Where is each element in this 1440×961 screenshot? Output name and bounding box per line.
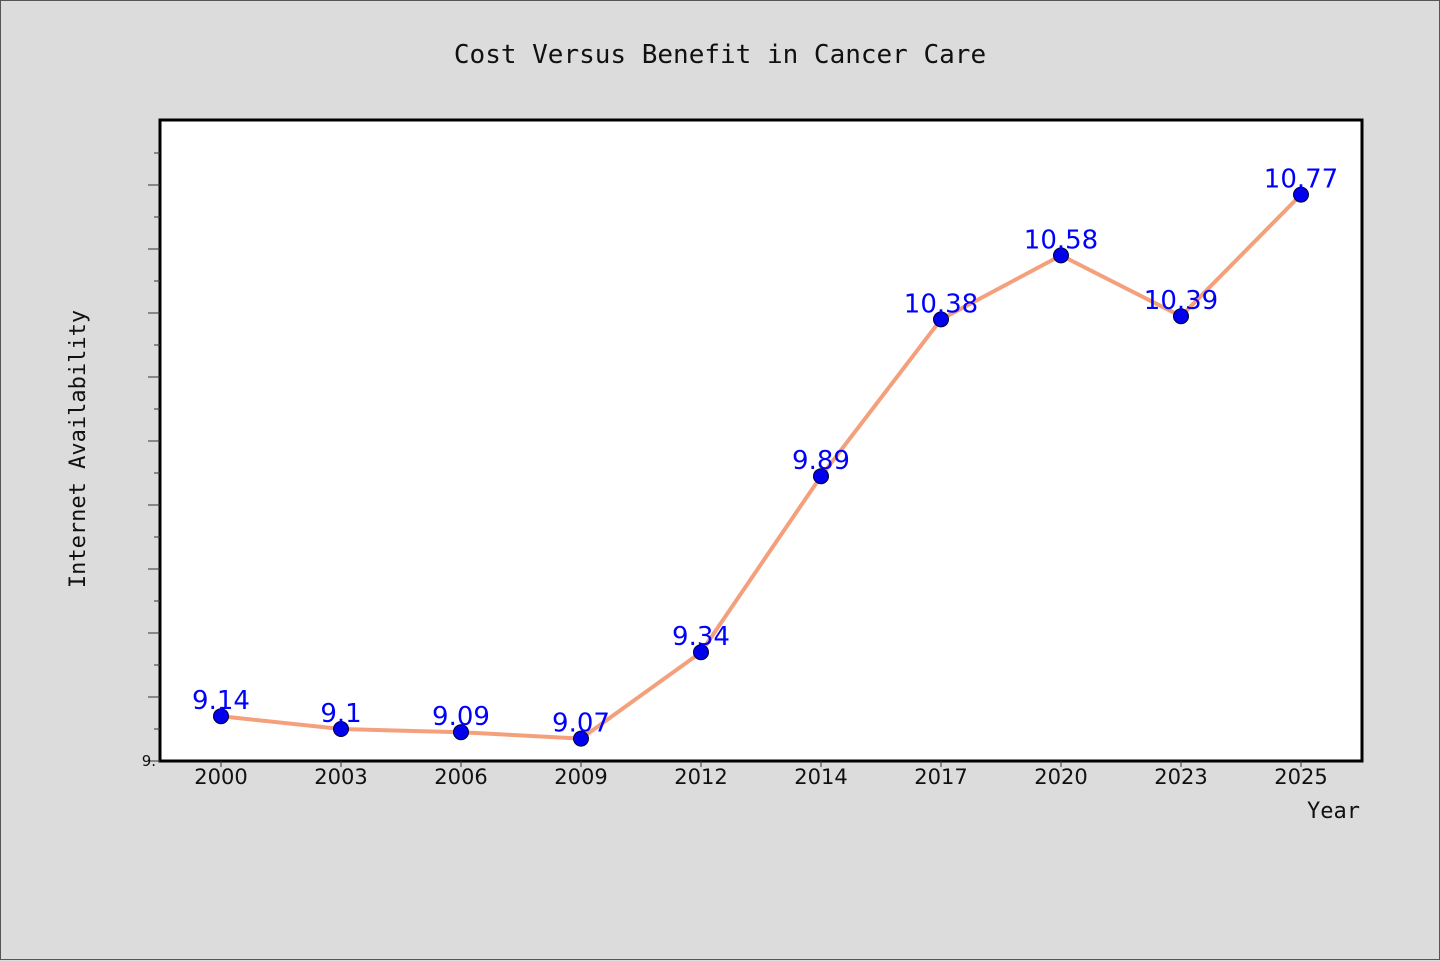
series-line-group — [219, 192, 1303, 741]
y-axis-ticks: 9. — [142, 152, 160, 770]
x-tick-label: 2014 — [794, 765, 847, 789]
data-labels: 9.14 9.1 9.09 9.07 9.34 9.89 10.38 10.58 10.39 10… — [192, 165, 1338, 739]
data-point-marker — [573, 730, 589, 747]
data-point-marker — [693, 644, 709, 661]
data-value-label: 9.07 — [552, 709, 610, 739]
chart-title: Cost Versus Benefit in Cancer Care — [454, 40, 986, 70]
x-tick-label: 2025 — [1274, 765, 1327, 789]
data-point-marker — [1293, 186, 1309, 203]
data-value-label: 9.1 — [320, 699, 361, 729]
data-point-marker — [1173, 308, 1189, 325]
x-tick-label: 2017 — [914, 765, 967, 789]
x-tick-label: 2012 — [674, 765, 727, 789]
x-tick-label: 2003 — [314, 765, 367, 789]
x-tick-label: 2000 — [194, 765, 247, 789]
data-point-marker — [333, 721, 349, 737]
data-value-label: 9.34 — [672, 622, 730, 652]
data-point-marker — [1053, 247, 1069, 264]
data-value-label: 10.58 — [1024, 225, 1098, 255]
x-tick-label: 2006 — [434, 765, 487, 789]
data-point-marker — [453, 724, 469, 741]
series-line — [219, 192, 1303, 741]
data-point-marker — [933, 311, 949, 328]
x-axis-ticks: 2000 2003 2006 2009 2012 2014 2017 2020 2023 2025 — [194, 761, 1328, 789]
x-axis-label: Year — [1307, 799, 1360, 824]
x-tick-label: 2023 — [1154, 765, 1207, 789]
data-value-label: 9.89 — [792, 446, 850, 476]
data-value-label: 10.38 — [904, 289, 978, 319]
data-value-label: 9.09 — [432, 702, 490, 732]
y-tick-label: 9. — [142, 752, 156, 770]
plot-area — [158, 118, 1364, 763]
data-point-marker — [213, 708, 229, 725]
x-tick-label: 2020 — [1034, 765, 1087, 789]
data-value-label: 10.77 — [1264, 165, 1338, 195]
y-axis-label: Internet Availability — [66, 310, 91, 588]
data-value-label: 9.14 — [192, 686, 250, 716]
x-tick-label: 2009 — [554, 765, 607, 789]
data-value-label: 10.39 — [1144, 286, 1218, 316]
data-point-marker — [813, 468, 829, 485]
series-markers — [213, 186, 1309, 747]
